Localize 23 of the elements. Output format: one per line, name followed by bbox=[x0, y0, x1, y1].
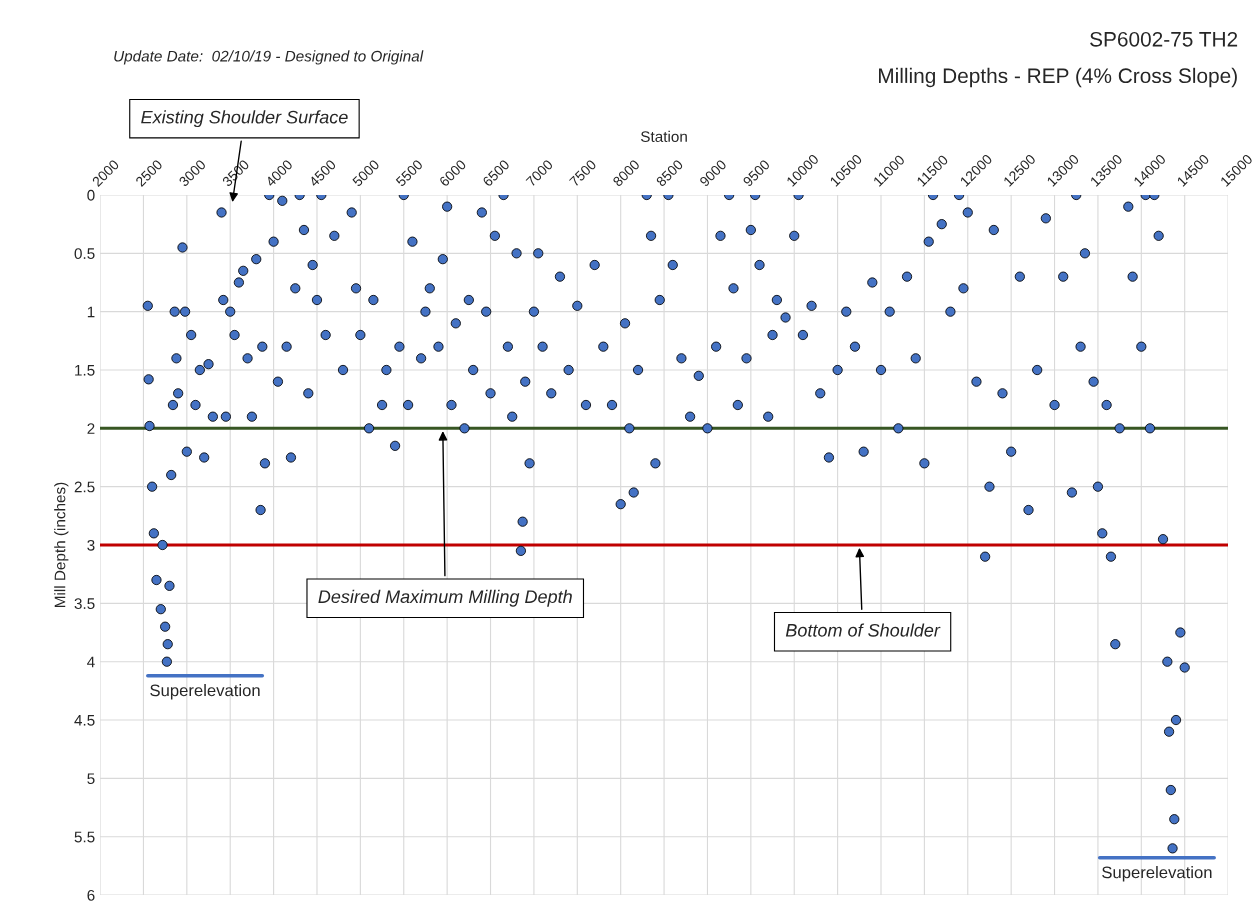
chart-subtitle: Milling Depths - REP (4% Cross Slope) bbox=[879, 67, 1237, 88]
annotation: Bottom of Shoulder bbox=[785, 623, 941, 637]
y-tick-label: 5.5 bbox=[74, 831, 95, 843]
annotation: Desired Maximum Milling Depth bbox=[318, 589, 572, 607]
y-tick-label: 2 bbox=[87, 423, 95, 434]
x-axis-title: Station bbox=[640, 130, 687, 143]
y-tick-label: 5 bbox=[87, 773, 95, 785]
y-tick-label: 6 bbox=[87, 889, 95, 901]
series-label: Superelevation bbox=[150, 684, 260, 700]
y-tick-label: 1.5 bbox=[75, 365, 95, 376]
y-axis-title: Mill Depth (inches) bbox=[54, 482, 69, 608]
text: Update Date: 02/10/19 - Designed to Original bbox=[114, 50, 424, 65]
y-tick-label: 0.5 bbox=[74, 248, 95, 260]
y-tick-label: 0 bbox=[87, 189, 95, 201]
y-tick-label: 3.5 bbox=[74, 598, 95, 610]
y-tick-label: 1 bbox=[87, 306, 95, 318]
text: Existing Shoulder Surface bbox=[141, 110, 348, 128]
series-label: Superelevation bbox=[1102, 866, 1212, 882]
y-tick-label: 2.5 bbox=[74, 481, 95, 493]
y-tick-label: 4.5 bbox=[74, 715, 95, 726]
y-tick-label: 4 bbox=[87, 656, 95, 668]
y-tick-label: 3 bbox=[87, 539, 95, 551]
chart-title: SP6002-75 TH2 bbox=[1090, 31, 1238, 47]
